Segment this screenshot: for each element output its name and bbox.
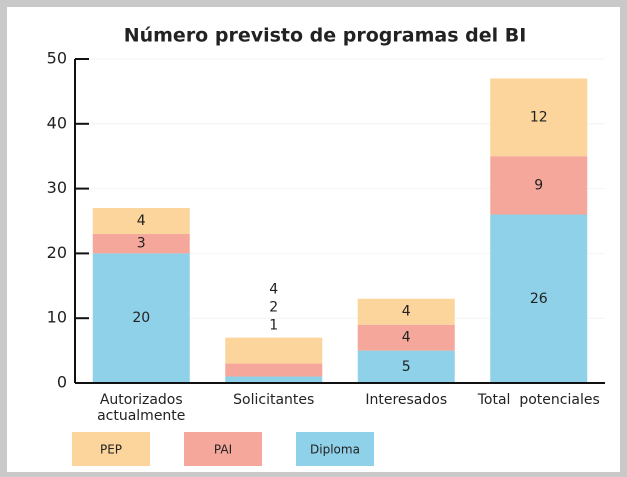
bar-segment (92, 233, 190, 254)
y-tick-label: 50 (47, 49, 67, 68)
value-label: 20 (132, 310, 150, 326)
x-tick-label: Total potenciales (477, 392, 600, 408)
y-tick-label: 40 (47, 113, 67, 132)
bar-segment (490, 78, 588, 157)
y-tick-label: 20 (47, 243, 67, 262)
legend-label: Diploma (310, 443, 360, 457)
y-tick-label: 0 (57, 373, 67, 392)
legend-label: PAI (214, 443, 232, 457)
bar-segment (92, 208, 190, 234)
bar-segment (92, 253, 190, 383)
bar-segment (490, 156, 588, 215)
x-tick-label: Interesados (365, 392, 448, 408)
bar-segment (357, 298, 455, 325)
bar-segment (357, 350, 455, 383)
legend-swatch (72, 432, 150, 466)
legend-swatch (296, 432, 374, 466)
value-label: 4 (269, 282, 278, 298)
value-label: 4 (402, 330, 411, 346)
value-label: 4 (137, 213, 146, 229)
bar-segment (225, 376, 323, 383)
value-label: 5 (402, 359, 411, 375)
value-label: 12 (530, 109, 548, 125)
x-tick-label: Autorizados actualmente (97, 392, 188, 424)
legend-swatch (184, 432, 262, 466)
value-label: 9 (534, 177, 543, 193)
value-label: 3 (137, 236, 146, 252)
bar-segment (357, 324, 455, 351)
bar-segment (225, 363, 323, 377)
value-label: 26 (530, 291, 548, 307)
y-tick-label: 30 (47, 178, 67, 197)
bar-segment (490, 214, 588, 383)
x-tick-label: Solicitantes (233, 392, 315, 408)
chart-title: Número previsto de programas del BI (124, 25, 527, 47)
bar-segment (225, 337, 323, 364)
value-label: 2 (269, 300, 278, 316)
legend-label: PEP (100, 443, 122, 457)
value-label: 1 (269, 318, 278, 334)
y-tick-label: 10 (47, 308, 67, 327)
value-label: 4 (402, 304, 411, 320)
